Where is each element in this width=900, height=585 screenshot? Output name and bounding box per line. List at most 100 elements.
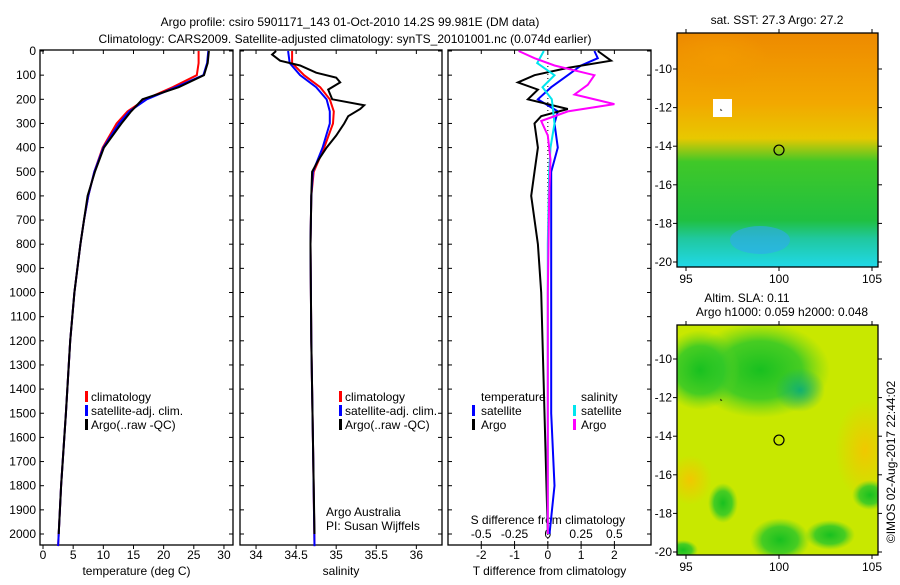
x-tick-label: 36 <box>410 548 424 562</box>
sla-low-core <box>775 368 825 412</box>
x-tick-label: 34.5 <box>284 548 308 562</box>
sla-low-patch <box>805 520 855 550</box>
sla-low-patch <box>708 483 738 523</box>
s-x-tick-label: -0.5 <box>471 527 492 541</box>
imos-timestamp: ©IMOS 02-Aug-2017 22:44:02 <box>884 381 898 544</box>
sla-low-patch <box>750 518 810 555</box>
x-axis-label: temperature (deg C) <box>82 564 190 578</box>
lon-tick-label: 105 <box>862 272 882 286</box>
x-axis-label: salinity <box>323 564 360 578</box>
lat-tick-label: -18 <box>655 506 673 520</box>
legend-label-argo: Argo(..raw -QC) <box>345 418 430 432</box>
series-line-s-argo <box>518 50 615 534</box>
sla-low-patch <box>677 540 698 555</box>
sla-map-axes: 95 100 105 -10 -12 -14 -16 -18 -20 <box>655 321 882 574</box>
sla-low-patch <box>852 480 878 510</box>
temperature-panel: 0100200300400500600700800900100011001200… <box>9 44 234 578</box>
lon-tick-label: 95 <box>679 272 693 286</box>
lon-tick-label: 95 <box>679 560 693 574</box>
float-track-icon <box>720 398 723 401</box>
x-tick-label: 34 <box>249 548 263 562</box>
plot-frame <box>239 49 443 546</box>
lat-tick-label: -14 <box>655 429 673 443</box>
y-tick-label: 500 <box>16 165 36 179</box>
y-tick-label: 900 <box>16 261 36 275</box>
s-x-tick-label: -0.25 <box>501 527 529 541</box>
sla-low-patch <box>677 330 740 410</box>
lon-tick-label: 105 <box>862 560 882 574</box>
lat-tick-label: -18 <box>655 216 673 230</box>
sla-map-subtitle: Argo h1000: 0.059 h2000: 0.048 <box>696 305 868 319</box>
difference-legend: temperature satellite Argo salinity sate… <box>472 390 622 432</box>
y-tick-label: 400 <box>16 141 36 155</box>
x-tick-label: 0 <box>544 548 551 562</box>
y-tick-label: 700 <box>16 213 36 227</box>
series-line-argo-raw-qc <box>270 50 367 535</box>
legend-label-satellite: satellite-adj. clim. <box>91 404 183 418</box>
x-tick-label: 5 <box>70 548 77 562</box>
map-frame <box>676 324 879 556</box>
lat-tick-label: -12 <box>655 101 673 115</box>
legend-heading-salinity: salinity <box>581 390 618 404</box>
s-x-tick-label: 0.5 <box>606 527 623 541</box>
legend-label-s-argo: Argo <box>581 418 607 432</box>
sst-warm-patch <box>677 33 770 90</box>
lon-tick-label: 100 <box>769 560 789 574</box>
y-tick-label: 200 <box>16 92 36 106</box>
lat-tick-label: -10 <box>655 352 673 366</box>
series-line-t-argo <box>515 50 614 535</box>
sla-yellow-patch <box>835 400 878 500</box>
x-tick-label: -1 <box>509 548 520 562</box>
legend-swatch-argo <box>339 419 342 430</box>
plot-frame <box>39 49 234 546</box>
x-tick-label: 10 <box>97 548 111 562</box>
legend-label-s-satellite: satellite <box>581 404 622 418</box>
y-tick-label: 100 <box>16 68 36 82</box>
y-tick-label: 300 <box>16 116 36 130</box>
legend-label-climatology: climatology <box>91 390 151 404</box>
sla-map-title: Altim. SLA: 0.11 <box>704 291 789 305</box>
figure-title-line1: Argo profile: csiro 5901171_143 01-Oct-2… <box>161 15 540 29</box>
series-line-satellite-adj-clim <box>57 50 210 547</box>
sla-map <box>677 325 878 555</box>
legend-heading-temperature: temperature <box>481 390 546 404</box>
x-tick-label: 20 <box>157 548 171 562</box>
legend-swatch-satellite <box>85 405 88 416</box>
legend-label-t-argo: Argo <box>481 418 507 432</box>
sst-cool-patch <box>730 226 790 254</box>
y-tick-label: 1100 <box>10 310 36 324</box>
series-line-satellite-adj-clim <box>287 50 331 547</box>
salinity-legend: climatology satellite-adj. clim. Argo(..… <box>339 390 437 432</box>
x-tick-label: 25 <box>187 548 201 562</box>
lat-tick-label: -20 <box>655 545 673 559</box>
y-tick-label: 0 <box>29 44 36 58</box>
y-tick-label: 1600 <box>9 430 36 444</box>
profile-location-marker <box>773 434 785 446</box>
series-line-climatology <box>57 51 200 547</box>
legend-label-t-satellite: satellite <box>481 404 522 418</box>
map-frame <box>676 32 879 268</box>
x-tick-label: 15 <box>127 548 141 562</box>
lat-tick-label: -12 <box>655 391 673 405</box>
y-tick-label: 600 <box>16 189 36 203</box>
y-tick-label: 2000 <box>9 527 36 541</box>
lat-tick-label: -16 <box>655 468 673 482</box>
legend-label-satellite: satellite-adj. clim. <box>345 404 437 418</box>
y-tick-label: 1800 <box>9 479 36 493</box>
y-tick-label: 1000 <box>9 286 36 300</box>
x-tick-label: 2 <box>611 548 618 562</box>
y-tick-label: 1500 <box>9 406 36 420</box>
y-tick-label: 1700 <box>9 455 36 469</box>
lat-tick-label: -16 <box>655 178 673 192</box>
sst-missing-data <box>713 99 732 117</box>
figure-title-line2: Climatology: CARS2009. Satellite-adjuste… <box>99 32 592 46</box>
legend-swatch-argo <box>85 419 88 430</box>
legend-swatch-t-satellite <box>472 405 475 416</box>
attribution-line1: Argo Australia <box>326 505 401 519</box>
legend-swatch-satellite <box>339 405 342 416</box>
difference-panel: -2 -1 0 1 2 T difference from climatology -0.5… <box>447 49 652 578</box>
legend-label-climatology: climatology <box>345 390 405 404</box>
legend-swatch-climatology <box>339 391 342 402</box>
lat-tick-label: -14 <box>655 139 673 153</box>
